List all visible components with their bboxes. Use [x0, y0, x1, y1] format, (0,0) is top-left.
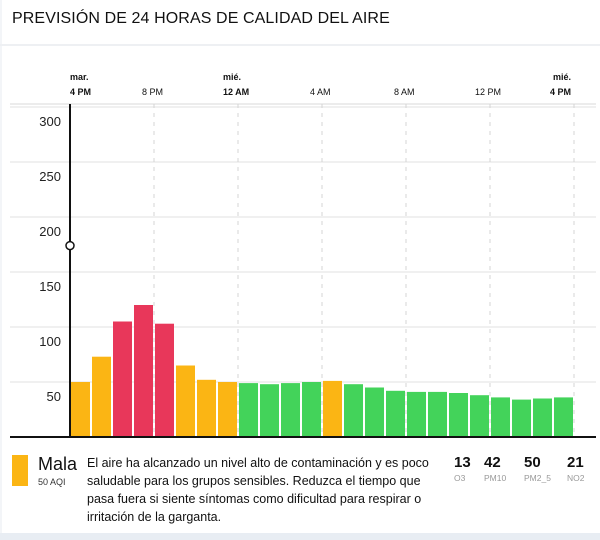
x-tick-day: mar. — [70, 72, 89, 82]
bar-hour-6 — [197, 379, 216, 437]
bar-hour-1 — [92, 356, 111, 437]
bar-hour-7 — [218, 382, 237, 437]
pollutant-pm10: 42 PM10 — [484, 454, 506, 483]
bar-hour-19 — [470, 395, 489, 437]
x-tick-label: 8 AM — [394, 87, 415, 97]
pollutant-value: 50 — [524, 454, 541, 471]
time-cursor-handle[interactable] — [65, 240, 75, 251]
page-title: PREVISIÓN DE 24 HORAS DE CALIDAD DEL AIR… — [12, 10, 390, 27]
x-tick-day: mié. — [553, 72, 571, 82]
footer-bar — [0, 533, 600, 540]
x-tick-label: 4 PM — [70, 87, 91, 97]
pollutant-value: 13 — [454, 454, 471, 471]
pollutant-name: O3 — [454, 473, 466, 483]
category-color-swatch — [12, 455, 28, 486]
bar-hour-16 — [407, 391, 426, 437]
bar-hour-12 — [323, 380, 342, 437]
bar-hour-14 — [365, 387, 384, 437]
pollutant-no2: 21 NO2 — [567, 454, 584, 483]
aqi-forecast-chart[interactable]: 50 100 150 200 250 300 mar. 4 PM 8 PM mié. 12 AM 4 … — [0, 46, 600, 446]
bar-hour-17 — [428, 391, 447, 437]
pollutant-value: 42 — [484, 454, 501, 471]
y-tick-label: 200 — [39, 224, 61, 239]
pollutant-name: PM2_5 — [524, 473, 551, 483]
x-tick-label: 4 AM — [310, 87, 331, 97]
bar-hour-13 — [344, 384, 363, 437]
pollutant-name: NO2 — [567, 473, 585, 483]
divider — [0, 44, 600, 46]
y-tick-label: 50 — [47, 389, 61, 404]
bar-hour-5 — [176, 365, 195, 437]
aqi-description: El aire ha alcanzado un nivel alto de co… — [87, 456, 429, 524]
x-tick-label: 4 PM — [550, 87, 571, 97]
pollutant-pm25: 50 PM2_5 — [524, 454, 551, 483]
bar-hour-10 — [281, 383, 300, 437]
x-tick-label: 8 PM — [142, 87, 163, 97]
bar-hour-15 — [386, 390, 405, 437]
aqi-value: 50 AQI — [38, 477, 66, 487]
pollutant-name: PM10 — [484, 473, 507, 483]
bar-hour-20 — [491, 397, 510, 437]
bar-hour-18 — [449, 393, 468, 437]
aqi-category: Mala — [38, 454, 78, 474]
y-tick-label: 100 — [39, 334, 61, 349]
bar-hour-8 — [239, 383, 258, 437]
y-tick-label: 150 — [39, 279, 61, 294]
bar-hour-3 — [134, 305, 153, 437]
y-tick-label: 300 — [39, 114, 61, 129]
pollutant-value: 21 — [567, 454, 584, 471]
bar-hour-2 — [113, 321, 132, 437]
bar-hour-22 — [533, 398, 552, 437]
panel-edge — [0, 0, 2, 540]
y-tick-label: 250 — [39, 169, 61, 184]
bar-hour-4 — [155, 323, 174, 437]
x-tick-label: 12 PM — [475, 87, 501, 97]
bar-hour-23 — [554, 397, 573, 437]
bar-hour-11 — [302, 382, 321, 437]
x-tick-label: 12 AM — [223, 87, 249, 97]
x-tick-day: mié. — [223, 72, 241, 82]
bar-hour-21 — [512, 399, 531, 437]
pollutant-o3: 13 O3 — [454, 454, 471, 483]
bar-hour-9 — [260, 384, 279, 437]
bar-hour-0 — [71, 382, 90, 437]
